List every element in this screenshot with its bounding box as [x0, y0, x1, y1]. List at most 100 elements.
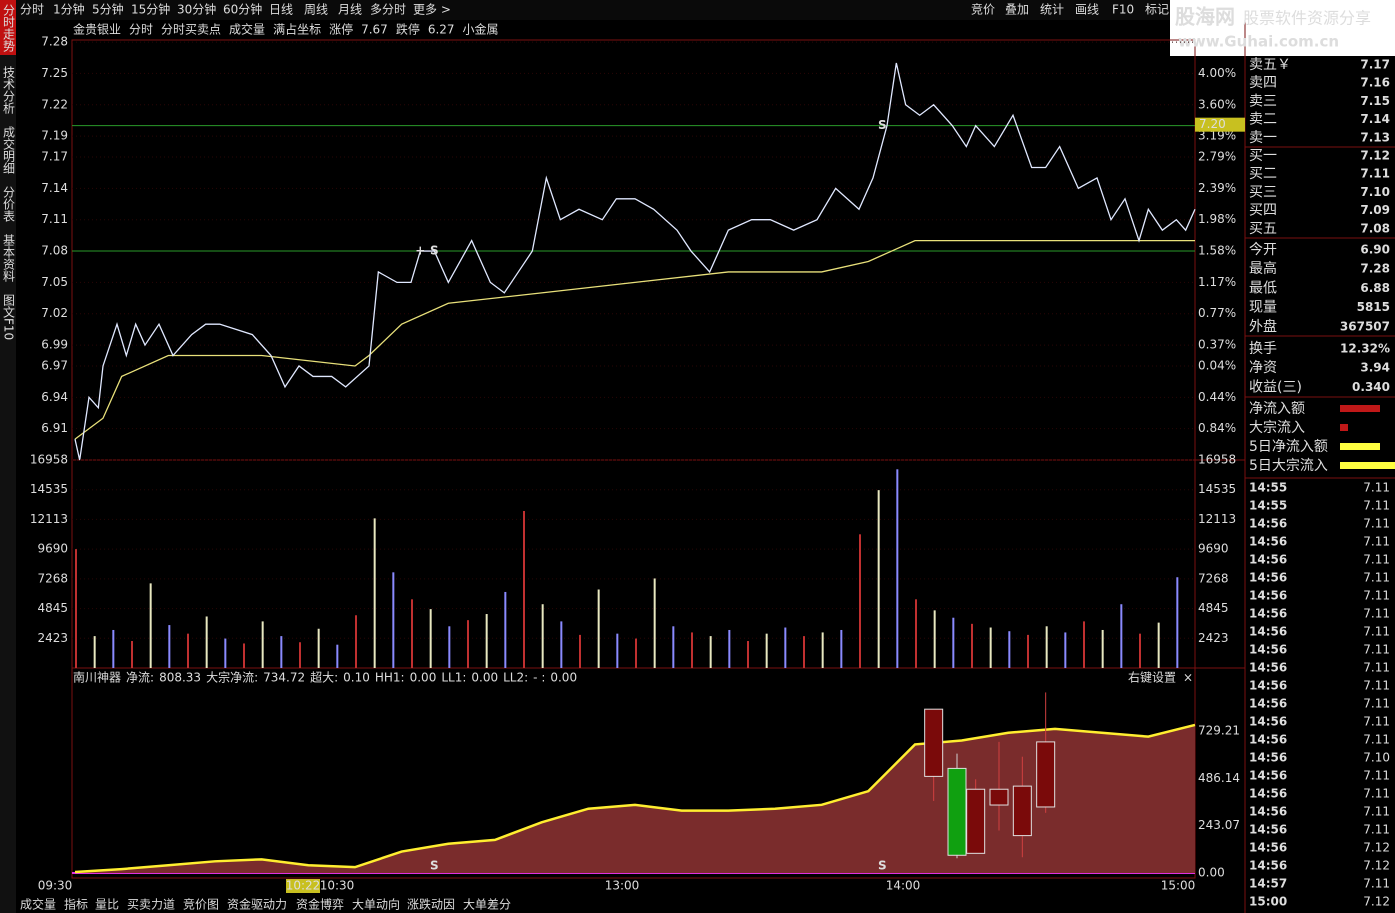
book-price: 7.15	[1360, 94, 1390, 108]
price-tick-label: 7.02	[41, 306, 68, 320]
menu-item[interactable]: 月线	[338, 3, 362, 17]
sidebar-tab[interactable]: 图文F10	[2, 294, 16, 340]
volume-bar	[149, 583, 152, 668]
price-tag-text: 7.20	[1199, 117, 1226, 131]
volume-bar	[896, 469, 899, 668]
book-label: 卖四	[1249, 75, 1277, 91]
menu-item[interactable]: F10	[1112, 3, 1134, 17]
tick-price: 7.11	[1363, 697, 1390, 711]
menu-item[interactable]: 周线	[304, 3, 328, 17]
tick-price: 7.12	[1363, 859, 1390, 873]
stat-value: 6.90	[1360, 243, 1390, 257]
menu-item[interactable]: 更多 >	[413, 3, 451, 17]
stat-label: 净资	[1249, 360, 1277, 376]
book-price: 7.13	[1360, 130, 1390, 144]
menu-item[interactable]: 多分时	[370, 3, 406, 17]
bottom-tab[interactable]: 竞价图	[183, 898, 219, 912]
flow-bar	[1340, 424, 1348, 431]
indicator-close[interactable]: ×	[1183, 671, 1193, 685]
bottom-tab[interactable]: 量比	[95, 898, 119, 912]
tick-time: 14:56	[1249, 751, 1287, 765]
tick-price: 7.11	[1363, 823, 1390, 837]
menu-item[interactable]: 画线	[1075, 3, 1099, 17]
bottom-tab[interactable]: 指标	[64, 897, 88, 912]
volume-bar	[560, 621, 563, 668]
menu-item[interactable]: 标记	[1145, 3, 1169, 17]
time-label: 10:22	[286, 879, 321, 893]
sidebar-active	[0, 0, 16, 55]
book-price: 7.11	[1360, 167, 1390, 181]
menu-item[interactable]: 叠加	[1005, 3, 1029, 17]
sidebar-tab[interactable]: 成交明细	[2, 126, 16, 174]
menu-item[interactable]: 分时	[20, 3, 44, 17]
volume-bar	[952, 617, 955, 668]
menu-item[interactable]: 1分钟	[53, 2, 85, 17]
volume-bar	[541, 604, 544, 668]
menu-item[interactable]: 30分钟	[177, 2, 216, 17]
bottom-tab[interactable]: 成交量	[20, 897, 56, 912]
header-item: 6.27	[428, 23, 455, 37]
bottom-tab[interactable]: 买卖力道	[127, 898, 175, 912]
price-tick-label: 7.25	[41, 66, 68, 80]
header-item: 成交量	[229, 22, 265, 37]
chart-frame	[71, 39, 1196, 879]
menu-item[interactable]: 15分钟	[131, 2, 170, 17]
stat-label: 换手	[1249, 340, 1277, 357]
tick-price: 7.11	[1363, 553, 1390, 567]
indicator-settings[interactable]: 右键设置	[1128, 670, 1176, 685]
bottom-tab[interactable]: 大单动向	[352, 897, 400, 912]
logo-url: www.Guhai.com.cn	[1178, 33, 1339, 51]
book-price: 7.09	[1360, 203, 1390, 217]
sidebar-tab[interactable]: 技术分析	[2, 66, 16, 115]
volume-bar	[411, 599, 413, 668]
bottom-tab[interactable]: 涨跌动因	[407, 897, 455, 912]
volume-tick-label: 16958	[1198, 453, 1236, 467]
volume-tick-label: 9690	[37, 542, 68, 556]
bottom-tab[interactable]: 资金驱动力	[227, 897, 287, 912]
signal-marker: S	[430, 859, 439, 873]
price-tick-label: 6.91	[41, 421, 68, 435]
header-item: 满占坐标	[273, 22, 321, 37]
tick-time: 14:56	[1249, 679, 1287, 693]
sidebar-tab[interactable]: 分时走势	[2, 4, 16, 52]
menu-item[interactable]: 5分钟	[92, 2, 124, 17]
tick-time: 14:56	[1249, 805, 1287, 819]
volume-tick-label: 14535	[1198, 482, 1236, 496]
flow-bar	[1340, 443, 1380, 450]
tick-price: 7.12	[1363, 841, 1390, 855]
volume-bar	[672, 626, 675, 668]
volume-bar	[392, 572, 395, 668]
tick-time: 14:56	[1249, 553, 1287, 567]
sidebar-tab[interactable]: 分价表	[2, 186, 16, 222]
book-label: 卖一	[1249, 130, 1277, 146]
indicator-item: 0.00	[550, 671, 577, 685]
signal-marker: S	[878, 118, 887, 132]
flow-label: 净流入额	[1249, 401, 1305, 417]
menu-item[interactable]: 60分钟	[223, 2, 262, 17]
menu-item[interactable]: 日线	[269, 3, 293, 17]
book-label: 卖五￥	[1249, 57, 1291, 73]
time-highlight	[286, 879, 320, 893]
volume-bar	[1101, 629, 1104, 668]
bottom-tab[interactable]: 资金博弈	[296, 897, 344, 912]
book-price: 7.14	[1360, 112, 1390, 126]
bottom-tab[interactable]: 大单差分	[463, 898, 511, 912]
tick-price: 7.11	[1363, 679, 1390, 693]
menu-item[interactable]: 统计	[1040, 3, 1064, 17]
signal-marker: +	[415, 244, 425, 258]
tick-price: 7.11	[1363, 571, 1390, 585]
volume-bar	[821, 632, 824, 668]
time-label: 09:30	[38, 879, 73, 893]
menu-item[interactable]: 竞价	[971, 3, 995, 17]
volume-tick-label: 14535	[30, 482, 68, 496]
tick-price: 7.11	[1363, 535, 1390, 549]
volume-bar	[1008, 631, 1011, 668]
pct-label: 0.77%	[1198, 306, 1236, 320]
volume-tick-label: 2423	[1198, 631, 1229, 645]
volume-bar	[877, 490, 880, 668]
volume-bar	[448, 626, 451, 668]
sidebar-tab[interactable]: 基本资料	[2, 234, 16, 282]
header-item: 分时	[129, 23, 153, 37]
stat-label: 最高	[1249, 260, 1277, 277]
book-label: 买二	[1249, 166, 1277, 182]
